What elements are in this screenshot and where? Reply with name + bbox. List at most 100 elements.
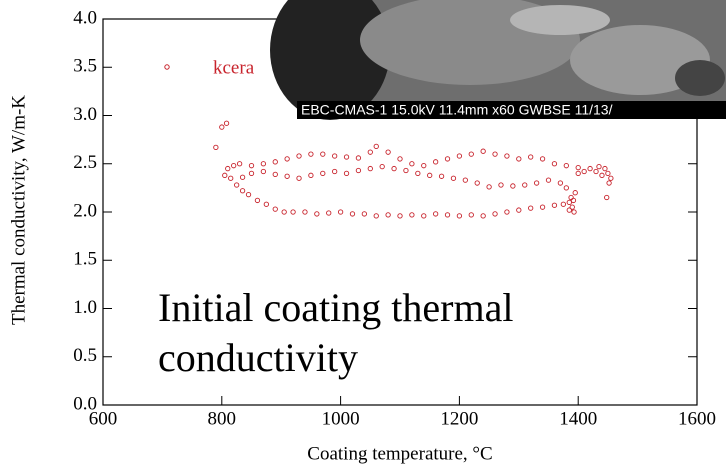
point <box>272 159 278 165</box>
plot: 0.0 0.5 1.0 1.5 2.0 2.5 3.0 3.5 4.0 600 800 1000 120… <box>73 7 716 429</box>
point <box>468 151 474 157</box>
point <box>450 175 457 181</box>
point <box>361 211 368 217</box>
point <box>239 188 246 194</box>
legend-label: kcera <box>213 57 255 78</box>
inset-shape <box>570 25 710 95</box>
annotation: conductivity <box>158 335 358 380</box>
point <box>284 173 290 179</box>
point <box>248 163 255 169</box>
point <box>231 163 237 169</box>
point <box>563 163 569 169</box>
point <box>570 197 577 204</box>
point <box>337 209 344 215</box>
point <box>421 213 427 219</box>
inset-shape <box>270 0 390 120</box>
point <box>604 194 610 201</box>
point <box>533 180 540 186</box>
point <box>516 156 522 162</box>
point <box>367 149 373 155</box>
point <box>332 168 338 175</box>
point <box>308 151 314 157</box>
y-tick-label: 3.5 <box>73 56 97 77</box>
point <box>480 148 486 154</box>
annotation: Initial coating thermal <box>158 285 513 330</box>
point <box>528 205 534 211</box>
point <box>432 211 439 217</box>
inset-caption-bar <box>297 101 726 119</box>
y-tick-label: 2.5 <box>73 152 97 173</box>
inset-caption: EBC-CMAS-1 15.0kV 11.4mm x60 GWBSE 11/13… <box>301 102 613 118</box>
point <box>474 180 480 186</box>
point <box>486 184 492 190</box>
point <box>373 143 379 150</box>
point <box>571 209 577 215</box>
point <box>349 211 356 217</box>
point <box>415 170 421 177</box>
point <box>575 170 581 177</box>
y-tick-label: 0.5 <box>73 345 97 366</box>
point <box>560 201 566 207</box>
point <box>480 213 486 219</box>
y-tick-label: 0.0 <box>73 393 97 414</box>
point <box>272 206 278 212</box>
point <box>296 153 302 159</box>
point <box>522 182 528 188</box>
point <box>219 124 225 130</box>
point <box>355 167 362 174</box>
point <box>569 204 575 210</box>
point <box>510 183 516 189</box>
y-tick-label: 1.5 <box>73 249 97 270</box>
point <box>593 168 599 175</box>
point <box>421 163 427 169</box>
y-axis-label: Thermal conductivity, W/m-K <box>8 95 29 325</box>
point <box>528 154 534 160</box>
point <box>332 153 338 159</box>
point <box>308 172 314 178</box>
y-tick-label: 3.0 <box>73 104 97 125</box>
point <box>438 173 445 179</box>
point <box>492 211 498 217</box>
point <box>320 151 326 157</box>
point <box>587 165 593 172</box>
point <box>409 161 415 167</box>
point <box>223 120 230 126</box>
point <box>581 168 587 175</box>
point <box>379 163 385 170</box>
x-tick-label: 600 <box>89 408 118 429</box>
point <box>572 190 578 196</box>
point <box>504 209 510 215</box>
point <box>213 144 219 150</box>
point <box>566 199 572 206</box>
point <box>397 213 403 219</box>
point <box>281 209 287 215</box>
point <box>462 177 468 183</box>
point <box>545 177 552 183</box>
x-tick-label: 1400 <box>559 408 597 429</box>
point <box>456 213 463 219</box>
point <box>539 204 546 210</box>
point <box>385 212 391 218</box>
point <box>236 161 243 167</box>
point <box>606 180 612 186</box>
point <box>456 153 463 159</box>
point <box>409 212 415 218</box>
point <box>245 191 252 198</box>
inset-shape <box>675 60 725 96</box>
point <box>355 155 362 161</box>
x-axis-label: Coating temperature, °C <box>307 443 492 464</box>
point <box>551 202 558 208</box>
point <box>284 156 290 162</box>
legend: kcera <box>164 57 255 78</box>
point <box>326 210 332 216</box>
y-tick-label: 1.0 <box>73 297 97 318</box>
point <box>343 154 350 160</box>
point <box>602 165 608 172</box>
point <box>233 182 240 188</box>
point <box>563 185 569 191</box>
point <box>222 172 228 178</box>
x-tick-label: 1600 <box>678 408 716 429</box>
point <box>320 170 326 177</box>
point <box>427 172 433 178</box>
